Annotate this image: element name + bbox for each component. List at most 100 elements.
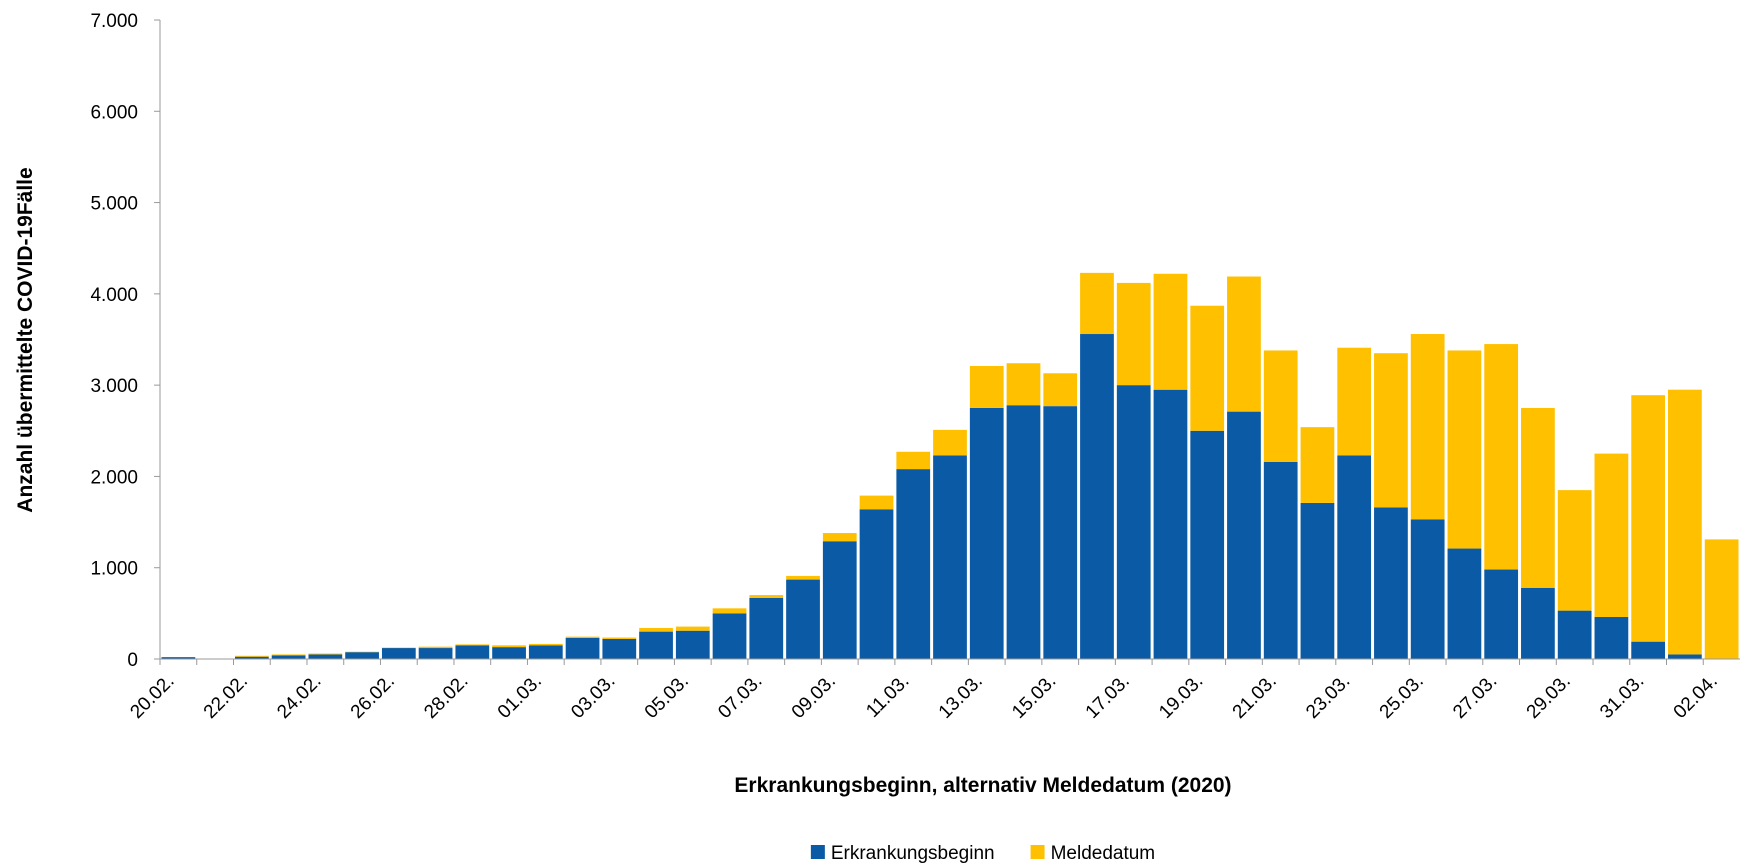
legend-swatch (810, 845, 825, 859)
x-tick-group: 26.02. (347, 671, 399, 723)
x-tick-label: 31.03. (1596, 671, 1648, 723)
bar-segment (1410, 334, 1445, 520)
bar-segment (1006, 363, 1041, 406)
bar-segment (271, 655, 306, 659)
bar-segment (822, 541, 857, 659)
bar-segment (271, 654, 306, 656)
bar-segment (345, 652, 379, 659)
x-tick-label: 09.03. (788, 671, 840, 723)
x-tick-label: 20.02. (126, 671, 178, 723)
bar-segment (1447, 548, 1482, 659)
bar-segment (565, 636, 600, 639)
bar-segment (528, 643, 563, 646)
bar-segment (822, 533, 857, 542)
x-tick-label: 03.03. (567, 671, 619, 723)
x-tick-label: 13.03. (935, 671, 987, 723)
x-tick-label: 15.03. (1008, 671, 1060, 723)
legend: Erkrankungsbeginn Meldedatum (810, 843, 1156, 864)
y-tick-label: 3.000 (90, 376, 138, 397)
x-tick-group: 20.02. (126, 671, 178, 723)
bar-segment (1116, 385, 1151, 659)
bar-segment (418, 646, 453, 649)
bar-segment (1410, 519, 1445, 659)
bar-segment (565, 638, 600, 659)
bar-segment (1594, 617, 1629, 659)
x-tick-label: 05.03. (641, 671, 693, 723)
bar-segment (308, 654, 343, 659)
bar-segment (859, 495, 894, 510)
bar-segment (381, 648, 416, 659)
y-tick-label: 0 (127, 650, 138, 671)
legend-label: Erkrankungsbeginn (831, 843, 995, 864)
bar-segment (418, 648, 453, 659)
bar-segment (1521, 407, 1555, 588)
bar-segment (749, 595, 784, 598)
y-axis-title: Anzahl übermittelte COVID-19Fälle (14, 167, 37, 512)
x-tick-group: 03.03. (567, 671, 619, 723)
y-tick-label: 1.000 (90, 559, 138, 580)
x-tick-group: 11.03. (862, 671, 913, 722)
bar-segment (1006, 405, 1041, 659)
x-tick-group: 24.02. (273, 671, 325, 723)
legend-swatch (1030, 845, 1045, 859)
bar-segment (1263, 461, 1298, 659)
bar-segment (675, 626, 710, 631)
y-tick-label: 7.000 (90, 11, 138, 32)
x-tick-label: 02.04. (1670, 671, 1722, 723)
x-tick-group: 28.02. (420, 671, 472, 723)
x-tick-group: 01.03. (494, 671, 546, 723)
x-tick-group: 09.03. (788, 671, 840, 723)
bar-segment (1668, 389, 1702, 655)
bar-segment (1374, 353, 1408, 508)
bar-segment (933, 429, 967, 456)
bar-segment (639, 627, 673, 632)
bar-segment (675, 630, 710, 659)
bar-segment (308, 653, 343, 655)
y-tick-label: 5.000 (90, 194, 138, 215)
bar-segment (602, 637, 637, 639)
bar-segment (933, 455, 967, 659)
x-tick-label: 19.03. (1155, 671, 1207, 723)
bar-segment (161, 657, 196, 659)
x-axis-title: Erkrankungsbeginn, alternativ Meldedatum… (734, 774, 1231, 797)
bar-segment (1116, 282, 1151, 386)
bar-segment (528, 645, 563, 659)
x-tick-group: 05.03. (641, 671, 693, 723)
bar-segment (1080, 272, 1114, 335)
x-tick-label: 17.03. (1082, 671, 1134, 723)
bar-segment (1337, 455, 1372, 659)
x-tick-group: 22.02. (200, 671, 252, 723)
bar-segment (1043, 406, 1078, 659)
x-tick-label: 07.03. (714, 671, 766, 723)
x-tick-group: 02.04. (1670, 671, 1722, 723)
x-tick-group: 13.03. (935, 671, 987, 723)
bar-segment (1190, 305, 1225, 431)
x-tick-group: 07.03. (714, 671, 766, 723)
x-tick-label: 23.03. (1302, 671, 1354, 723)
bar-segment (1631, 395, 1666, 642)
bar-segment (859, 509, 894, 659)
bar-segment (234, 656, 269, 659)
y-tick-label: 2.000 (90, 467, 138, 488)
bar-segment (1704, 539, 1739, 659)
bar-segment (1300, 502, 1335, 659)
legend-label: Meldedatum (1051, 843, 1156, 864)
bar-segment (1300, 427, 1335, 503)
bar-segment (1043, 373, 1078, 407)
bar-segment (1557, 610, 1592, 659)
bar-segment (896, 469, 931, 659)
x-tick-label: 25.03. (1376, 671, 1428, 723)
bar-segment (492, 645, 526, 648)
bar-segment (1557, 490, 1592, 611)
bar-segment (969, 365, 1004, 408)
x-tick-group: 29.03. (1523, 671, 1575, 723)
bar-segment (492, 647, 526, 659)
bar-segment (1153, 389, 1188, 659)
x-tick-label: 27.03. (1449, 671, 1501, 723)
bar-segment (639, 631, 673, 659)
bar-segment (712, 613, 747, 659)
x-tick-label: 11.03. (862, 671, 913, 722)
bar-segment (1227, 276, 1261, 412)
bar-segment (234, 655, 269, 657)
